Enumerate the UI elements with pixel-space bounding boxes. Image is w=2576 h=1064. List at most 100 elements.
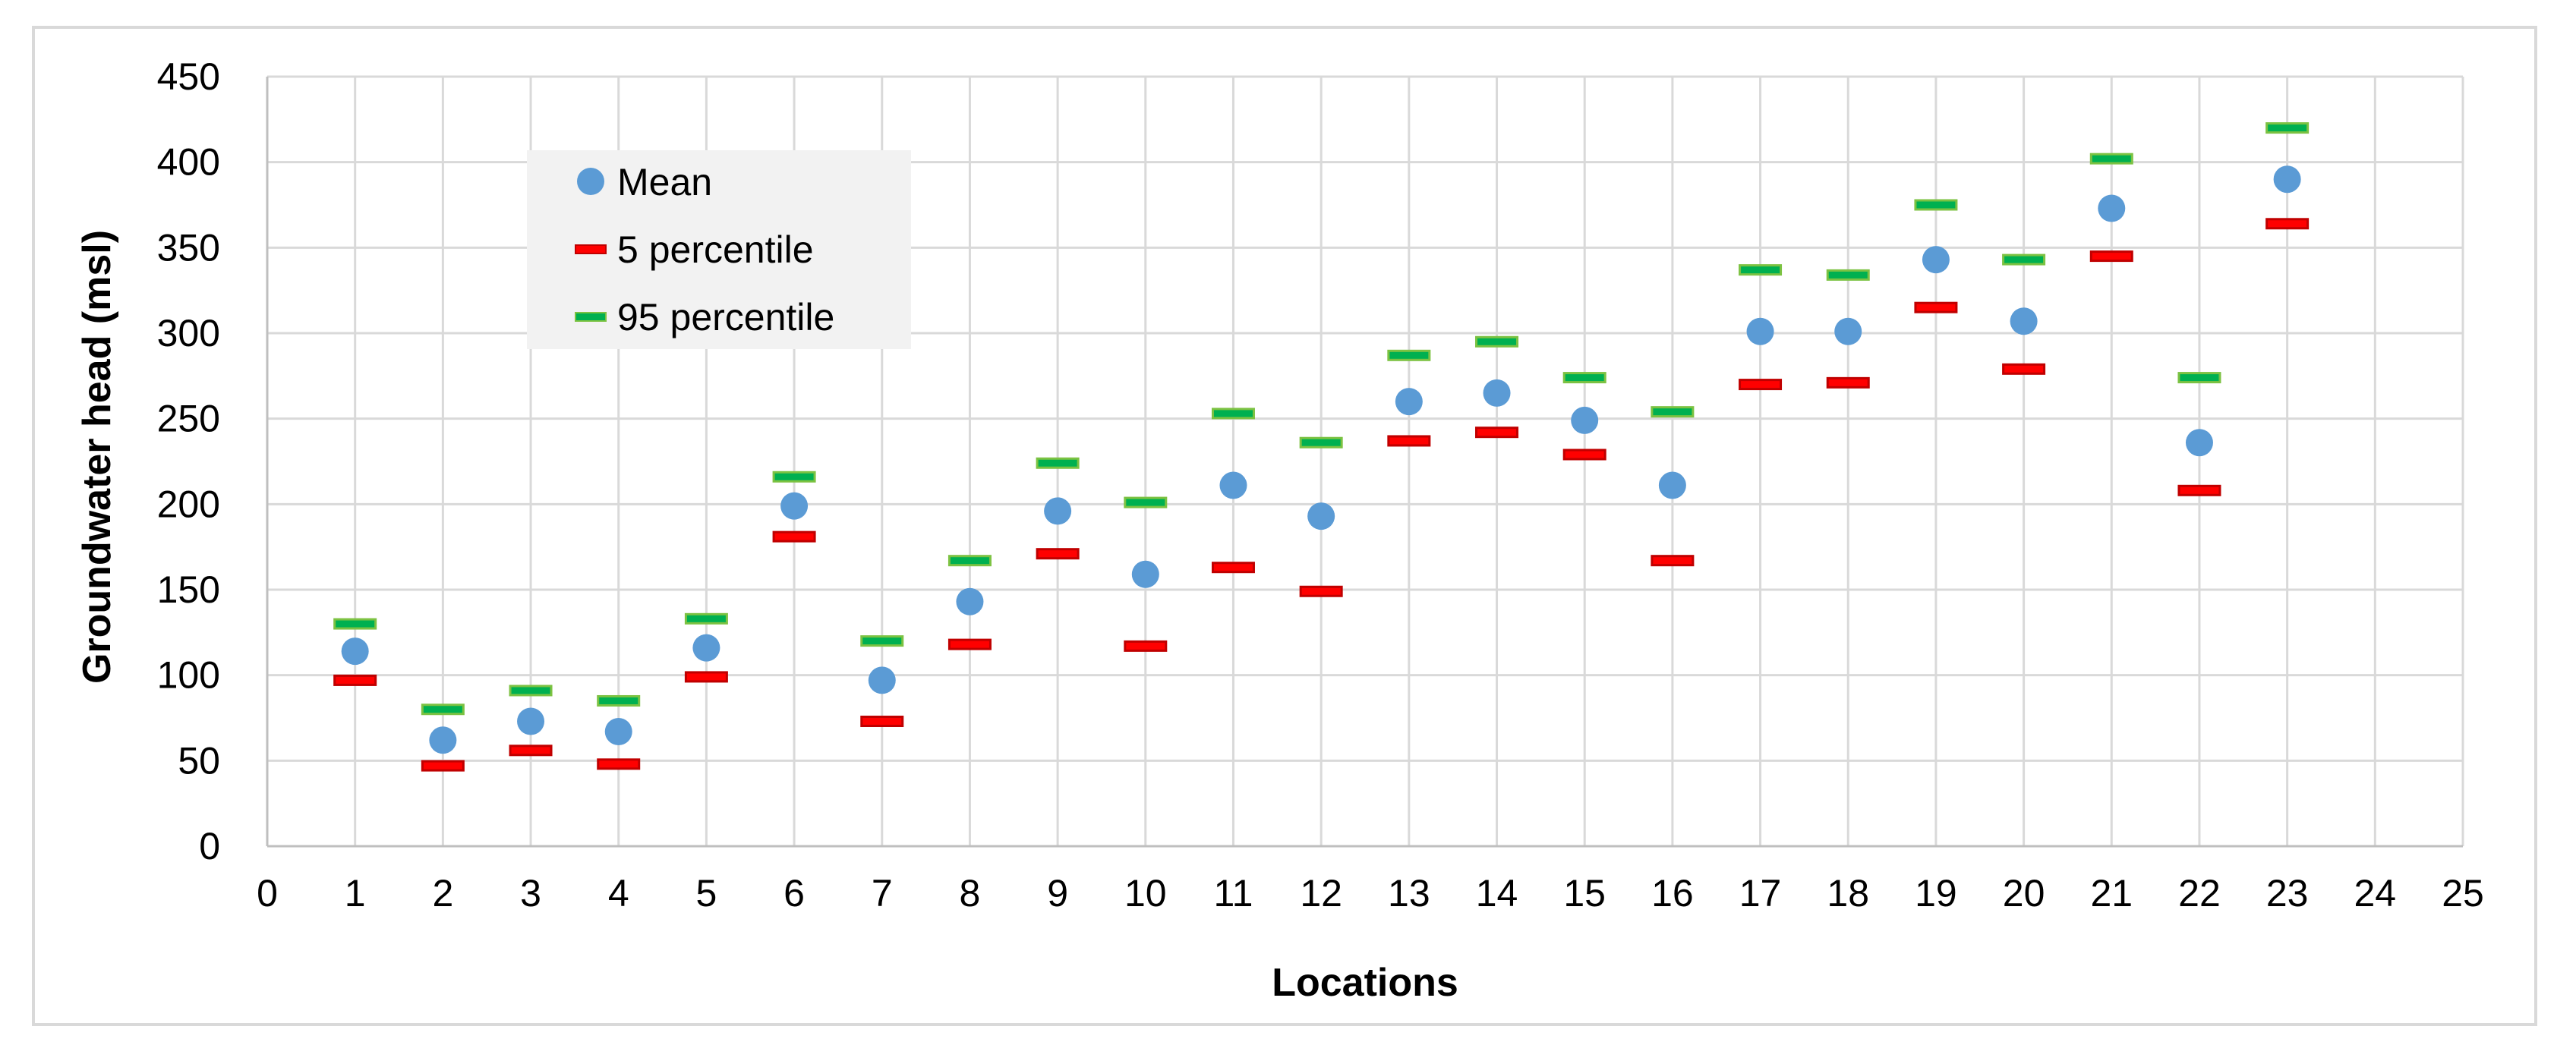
p95-marker <box>1475 335 1519 348</box>
mean-point <box>517 707 545 735</box>
mean-point <box>341 637 369 666</box>
p5-marker <box>1387 435 1431 447</box>
p5-marker <box>597 758 641 770</box>
x-tick-label: 22 <box>2178 872 2221 914</box>
y-tick-label: 350 <box>157 226 220 269</box>
p5-marker <box>1124 640 1168 652</box>
p95-marker <box>2002 253 2046 266</box>
mean-point <box>2098 194 2126 222</box>
mean-point <box>956 587 984 615</box>
p5-marker <box>1914 301 1958 313</box>
p95-marker <box>1387 349 1431 361</box>
y-tick-label: 50 <box>178 739 220 782</box>
legend-mean-label: Mean <box>617 161 712 203</box>
mean-point <box>1571 406 1599 434</box>
mean-point <box>692 634 720 662</box>
p5-marker <box>860 716 904 728</box>
mean-point <box>1658 471 1686 499</box>
y-tick-label: 100 <box>157 654 220 697</box>
x-tick-label: 7 <box>872 872 893 914</box>
p95-marker <box>421 704 465 716</box>
x-tick-label: 0 <box>257 872 278 914</box>
y-tick-label: 250 <box>157 398 220 440</box>
p5-marker <box>333 674 377 686</box>
p95-marker <box>772 471 816 483</box>
x-tick-label: 14 <box>1476 872 1518 914</box>
mean-point <box>604 718 632 746</box>
y-tick-label: 400 <box>157 141 220 184</box>
x-tick-label: 24 <box>2354 872 2397 914</box>
p95-marker <box>2089 153 2133 165</box>
x-tick-label: 1 <box>345 872 366 914</box>
chart-frame <box>32 26 2537 1026</box>
p5-marker <box>2265 218 2310 230</box>
p95-marker <box>860 635 904 647</box>
p5-marker <box>509 744 553 757</box>
p95-marker <box>2265 122 2310 134</box>
p95-marker <box>1036 457 1080 469</box>
y-tick-label: 150 <box>157 568 220 611</box>
p5-marker <box>1299 585 1343 597</box>
mean-point <box>1307 502 1335 530</box>
data-marks <box>333 122 2310 772</box>
x-tick-label: 25 <box>2442 872 2484 914</box>
x-tick-label: 19 <box>1915 872 1957 914</box>
p5-marker <box>1739 379 1783 391</box>
p5-marker <box>1211 562 1255 574</box>
p5-marker <box>2002 363 2046 375</box>
mean-point <box>1483 379 1511 407</box>
x-tick-label: 6 <box>784 872 805 914</box>
p5-marker <box>1036 548 1080 560</box>
mean-point <box>1834 317 1862 345</box>
p5-marker <box>772 530 816 543</box>
mean-point <box>429 726 457 754</box>
axes <box>266 77 2463 848</box>
x-tick-label: 11 <box>1214 872 1253 914</box>
p95-marker <box>684 612 728 625</box>
p5-marker <box>684 671 728 683</box>
x-tick-label: 20 <box>2003 872 2045 914</box>
mean-point <box>1131 560 1159 588</box>
x-tick-label: 5 <box>695 872 717 914</box>
mean-point <box>1922 246 1950 274</box>
legend-5-percentile-marker <box>575 244 607 254</box>
legend-5-percentile-label: 5 percentile <box>617 228 814 271</box>
y-tick-label: 450 <box>157 55 220 98</box>
x-tick-label: 15 <box>1563 872 1606 914</box>
p5-marker <box>1826 376 1870 389</box>
x-tick-label: 16 <box>1651 872 1694 914</box>
x-tick-label: 17 <box>1739 872 1782 914</box>
p95-marker <box>1739 264 1783 276</box>
y-axis-title: Groundwater head (msl) <box>75 230 119 684</box>
mean-point <box>1044 497 1072 525</box>
mean-point <box>2273 165 2301 194</box>
p95-marker <box>509 685 553 697</box>
mean-point <box>780 492 809 520</box>
p5-marker <box>1562 449 1606 461</box>
x-tick-label: 3 <box>520 872 541 914</box>
p95-marker <box>1211 408 1255 420</box>
legend: Mean 5 percentile 95 percentile <box>527 150 911 349</box>
p95-marker <box>1562 372 1606 384</box>
p95-marker <box>1299 436 1343 449</box>
p95-marker <box>1124 496 1168 508</box>
p95-marker <box>1826 269 1870 281</box>
x-tick-label: 21 <box>2090 872 2133 914</box>
mean-point <box>1219 471 1247 499</box>
p5-marker <box>421 760 465 772</box>
p5-marker <box>947 638 992 650</box>
p95-marker <box>333 618 377 630</box>
x-axis-title: Locations <box>1272 961 1458 1005</box>
tick-labels: 0 1 2 3 4 5 6 7 8 9 10 11 12 13 14 15 16 17 18 19 20 21 22 23 24… <box>157 55 2484 914</box>
mean-point <box>868 666 896 694</box>
x-tick-label: 23 <box>2266 872 2309 914</box>
mean-point <box>1746 317 1774 345</box>
x-tick-label: 4 <box>608 872 629 914</box>
p95-marker <box>597 694 641 707</box>
mean-point <box>2185 429 2213 457</box>
p95-marker <box>1651 406 1695 418</box>
x-tick-label: 18 <box>1827 872 1869 914</box>
x-tick-label: 2 <box>432 872 453 914</box>
p95-marker <box>2177 372 2221 384</box>
